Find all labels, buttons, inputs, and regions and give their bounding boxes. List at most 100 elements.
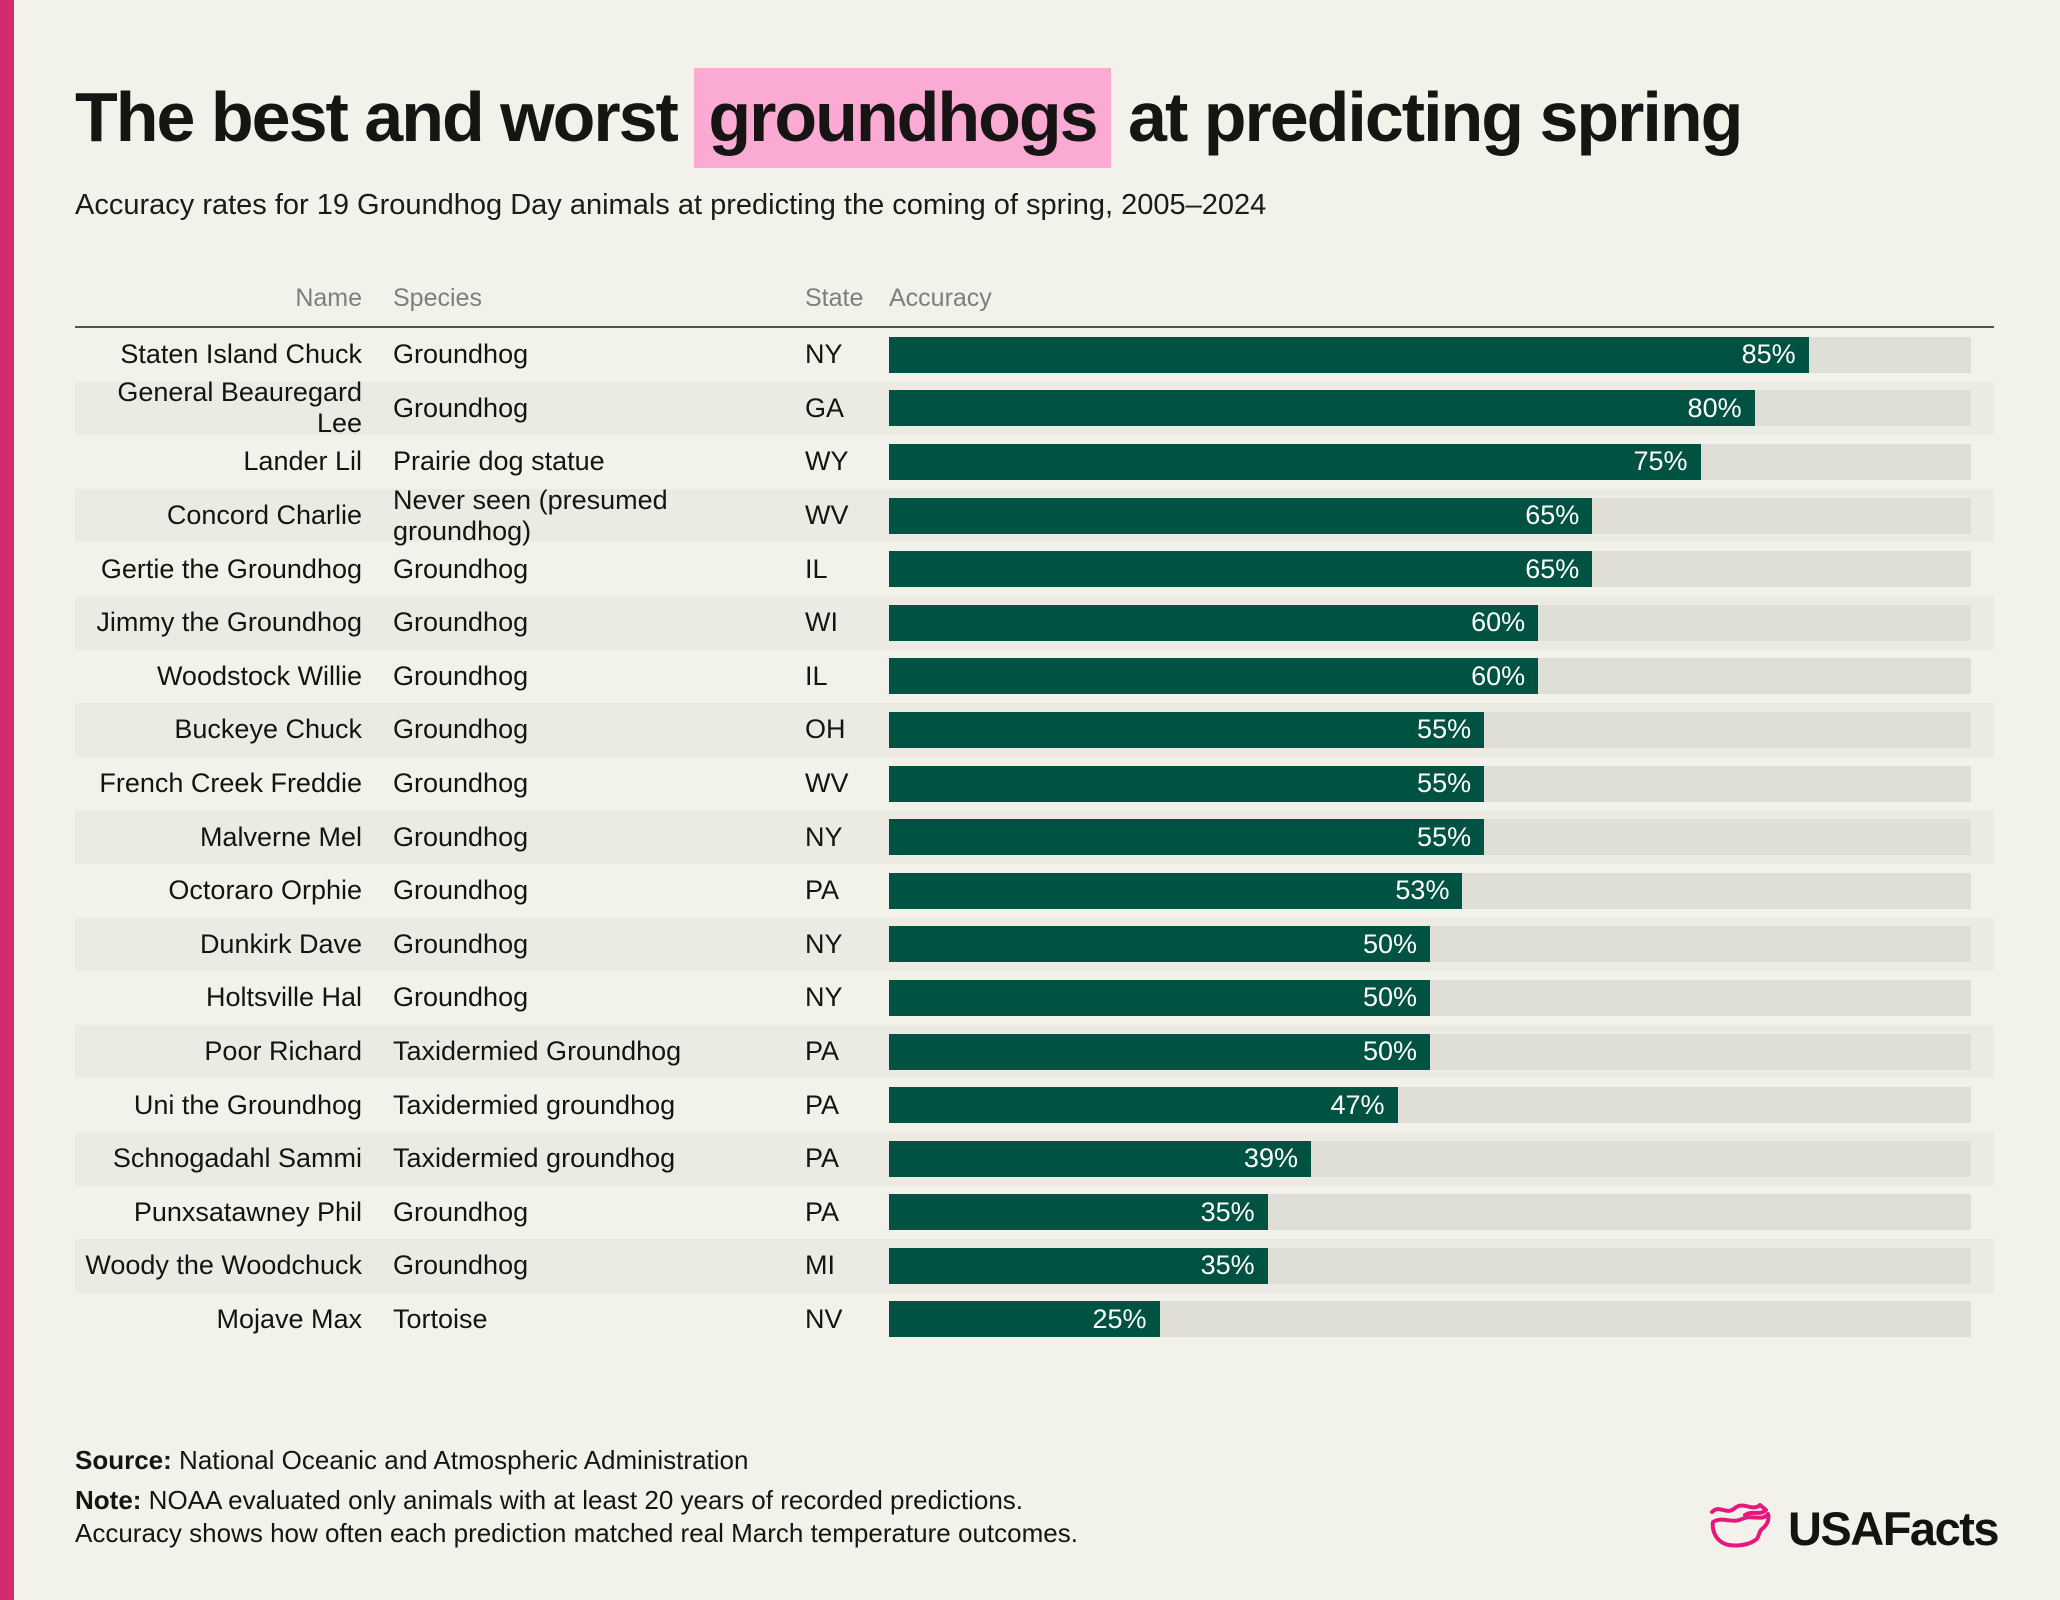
accuracy-value-label: 50% [1362,982,1417,1013]
table-row: Holtsville Hal Groundhog NY 50% [75,971,1994,1025]
accuracy-bar: 55% [889,711,1485,748]
accuracy-value-label: 75% [1633,446,1688,477]
accuracy-cell: 75% [889,443,1994,480]
species-cell: Never seen (presumed groundhog) [393,484,668,546]
species-cell: Groundhog [393,821,529,852]
accuracy-cell: 25% [889,1301,1994,1338]
accuracy-cell: 53% [889,872,1994,909]
accuracy-value-label: 85% [1741,339,1796,370]
column-header-species: Species [393,284,482,312]
table-row: Lander Lil Prairie dog statue WY 75% [75,435,1994,489]
title-suffix: at predicting spring [1110,78,1743,156]
species-cell: Groundhog [393,768,529,799]
note-line-1: Note: NOAA evaluated only animals with a… [75,1484,1994,1517]
accuracy-bar-track: 55% [889,819,1971,856]
accuracy-bar-track: 55% [889,765,1971,802]
accuracy-bar: 50% [889,979,1430,1016]
name-cell: Buckeye Chuck [174,714,362,745]
table-row: Woodstock Willie Groundhog IL 60% [75,650,1994,704]
state-cell: WV [805,768,849,799]
table-row: Uni the Groundhog Taxidermied groundhog … [75,1078,1994,1132]
accuracy-value-label: 60% [1471,660,1526,691]
footer-notes: Source: National Oceanic and Atmospheric… [75,1444,1994,1550]
accuracy-bar-track: 75% [889,443,1971,480]
accuracy-cell: 65% [889,497,1994,534]
accuracy-bar-track: 35% [889,1247,1971,1284]
accuracy-bar: 35% [889,1247,1268,1284]
accuracy-bar: 55% [889,819,1485,856]
name-cell: Schnogadahl Sammi [112,1143,362,1174]
accuracy-value-label: 65% [1525,500,1580,531]
species-cell: Taxidermied Groundhog [393,1036,682,1067]
table-row: French Creek Freddie Groundhog WV 55% [75,757,1994,811]
source-text: National Oceanic and Atmospheric Adminis… [171,1445,749,1476]
accuracy-cell: 60% [889,604,1994,641]
name-cell: Malverne Mel [199,821,362,852]
species-cell: Tortoise [393,1303,488,1334]
name-cell: Poor Richard [204,1036,362,1067]
state-cell: PA [805,1089,840,1120]
accuracy-bar: 65% [889,497,1593,534]
table-row: General Beauregard Lee Groundhog GA 80% [75,377,1994,438]
accuracy-bar: 50% [889,926,1430,963]
table-row: Octoraro Orphie Groundhog PA 53% [75,864,1994,918]
accuracy-bar: 39% [889,1140,1311,1177]
column-header-state: State [805,284,864,312]
state-cell: NY [805,339,843,370]
species-cell: Taxidermied groundhog [393,1089,676,1120]
table-row: Jimmy the Groundhog Groundhog WI 60% [75,595,1994,650]
species-cell: Groundhog [393,1196,529,1227]
accuracy-value-label: 39% [1243,1143,1298,1174]
name-cell: Woodstock Willie [156,660,362,691]
state-cell: NV [805,1303,843,1334]
state-cell: GA [805,392,845,423]
table-row: Schnogadahl Sammi Taxidermied groundhog … [75,1131,1994,1186]
name-cell: Holtsville Hal [205,982,362,1013]
species-cell: Taxidermied groundhog [393,1143,676,1174]
note-text: NOAA evaluated only animals with at leas… [141,1484,1024,1515]
state-cell: OH [805,714,846,745]
state-cell: NY [805,982,843,1013]
accuracy-cell: 80% [889,390,1994,427]
accuracy-bar: 60% [889,658,1539,695]
accuracy-table: Name Species State Accuracy Staten Islan… [75,284,1994,1346]
name-cell: Uni the Groundhog [133,1089,362,1120]
name-cell: Concord Charlie [166,500,362,531]
accuracy-bar-track: 25% [889,1301,1971,1338]
name-cell: General Beauregard Lee [117,377,362,439]
accuracy-bar-track: 50% [889,926,1971,963]
species-cell: Groundhog [393,392,529,423]
accuracy-value-label: 25% [1092,1303,1147,1334]
note-label: Note: [75,1484,142,1515]
accuracy-bar-track: 65% [889,551,1971,588]
table-row: Poor Richard Taxidermied Groundhog PA 50… [75,1024,1994,1079]
usafacts-logo: USAFacts [1708,1500,2000,1557]
page-title: The best and worst groundhogs at predict… [75,68,1994,168]
accuracy-bar-track: 35% [889,1194,1971,1231]
accuracy-cell: 55% [889,819,1994,856]
accuracy-cell: 50% [889,926,1994,963]
accuracy-bar-track: 65% [889,497,1971,534]
accuracy-cell: 35% [889,1194,1994,1231]
state-cell: PA [805,1036,840,1067]
name-cell: Dunkirk Dave [199,928,362,959]
accuracy-bar: 35% [889,1194,1268,1231]
accuracy-cell: 55% [889,711,1994,748]
usafacts-logo-text: USAFacts [1787,1502,2000,1555]
name-cell: Woody the Woodchuck [85,1250,362,1281]
infographic: The best and worst groundhogs at predict… [75,68,1994,1550]
accuracy-bar: 75% [889,443,1701,480]
accuracy-cell: 65% [889,551,1994,588]
accuracy-cell: 47% [889,1087,1994,1124]
accuracy-bar-track: 53% [889,872,1971,909]
table-header: Name Species State Accuracy [75,284,1994,328]
table-row: Mojave Max Tortoise NV 25% [75,1293,1994,1347]
state-cell: IL [805,553,828,584]
accuracy-bar-track: 50% [889,979,1971,1016]
accuracy-value-label: 50% [1362,1036,1417,1067]
table-row: Malverne Mel Groundhog NY 55% [75,810,1994,864]
title-highlight: groundhogs [694,68,1111,168]
accuracy-cell: 60% [889,658,1994,695]
species-cell: Groundhog [393,982,529,1013]
note-line-2: Accuracy shows how often each prediction… [75,1517,1078,1548]
